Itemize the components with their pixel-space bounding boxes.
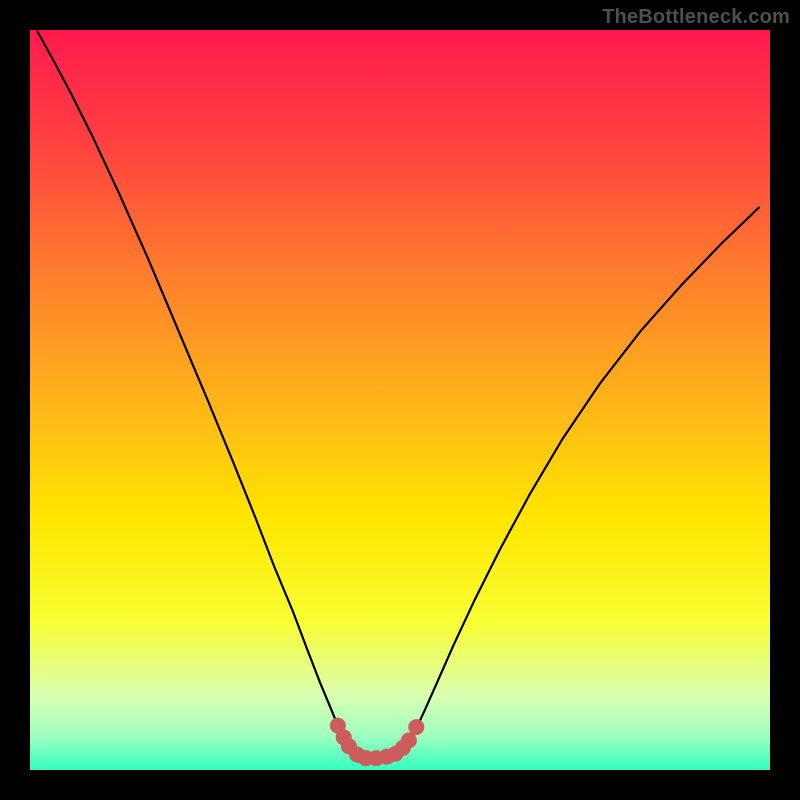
bottleneck-curve-chart: [0, 0, 800, 800]
watermark-text: TheBottleneck.com: [602, 6, 790, 29]
valley-marker: [408, 719, 424, 735]
chart-gradient-background: [30, 30, 770, 770]
